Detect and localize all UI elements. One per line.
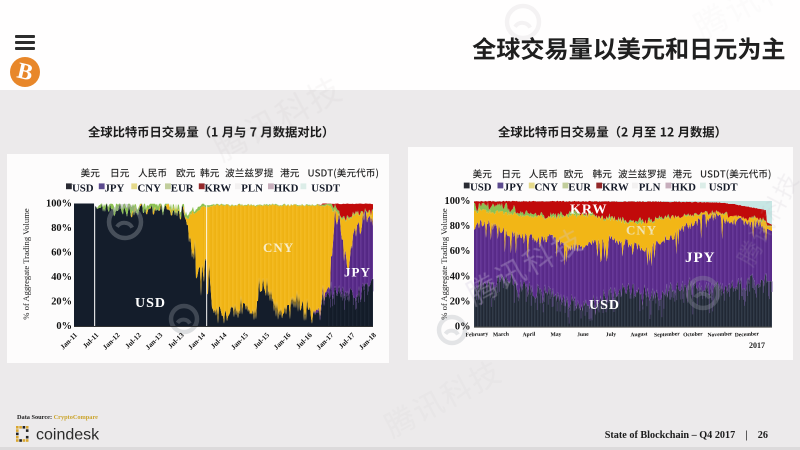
svg-text:20%: 20% — [450, 296, 471, 307]
svg-text:KRW: KRW — [570, 203, 608, 218]
svg-text:80%: 80% — [51, 223, 72, 234]
svg-text:JPY: JPY — [344, 265, 371, 280]
svg-text:100%: 100% — [46, 199, 72, 210]
svg-text:CNY: CNY — [138, 182, 162, 194]
svg-text:Jan-14: Jan-14 — [187, 331, 208, 352]
svg-text:June: June — [577, 332, 589, 339]
svg-text:Jan-12: Jan-12 — [101, 331, 122, 352]
svg-text:USD: USD — [135, 296, 166, 311]
svg-text:Jan-15: Jan-15 — [229, 331, 250, 352]
svg-text:February: February — [465, 331, 488, 338]
svg-text:Data Source: CryptoCompare: Data Source: CryptoCompare — [17, 414, 98, 421]
svg-text:USDT: USDT — [311, 182, 341, 194]
svg-text:KRW: KRW — [205, 182, 232, 194]
svg-text:% of Aggregate Trading Volume: % of Aggregate Trading Volume — [439, 208, 449, 320]
svg-text:USD: USD — [470, 182, 492, 194]
svg-text:100%: 100% — [445, 196, 471, 207]
svg-text:JPY: JPY — [685, 250, 716, 266]
svg-text:60%: 60% — [450, 246, 471, 257]
svg-text:USD: USD — [589, 298, 620, 313]
svg-text:EUR: EUR — [568, 182, 591, 194]
svg-text:80%: 80% — [450, 221, 471, 232]
svg-text:PLN: PLN — [639, 182, 661, 194]
svg-text:JPY: JPY — [504, 182, 524, 194]
svg-text:Jul-16: Jul-16 — [295, 331, 314, 350]
svg-text:USD: USD — [72, 182, 94, 194]
svg-text:Jan-17: Jan-17 — [315, 331, 336, 352]
svg-text:CNY: CNY — [626, 223, 657, 238]
svg-text:JPY: JPY — [105, 182, 125, 194]
svg-text:December: December — [735, 331, 760, 338]
svg-text:Jan-16: Jan-16 — [272, 331, 293, 352]
svg-text:CNY: CNY — [263, 240, 294, 255]
svg-text:USDT: USDT — [709, 182, 739, 194]
svg-text:Jul-14: Jul-14 — [209, 331, 228, 350]
svg-text:EUR: EUR — [171, 182, 194, 194]
svg-text:May: May — [550, 332, 561, 339]
svg-text:Jul-17: Jul-17 — [337, 331, 356, 350]
svg-text:20%: 20% — [51, 297, 72, 308]
svg-text:Jul-11: Jul-11 — [81, 331, 100, 350]
svg-text:0%: 0% — [455, 322, 471, 333]
svg-text:October: October — [683, 331, 703, 338]
svg-text:Jan-11: Jan-11 — [59, 331, 79, 351]
svg-text:August: August — [630, 332, 648, 339]
svg-text:coindesk: coindesk — [36, 427, 100, 444]
svg-text:Jan-18: Jan-18 — [358, 331, 379, 352]
svg-text:Jan-13: Jan-13 — [144, 331, 165, 352]
svg-text:HKD: HKD — [671, 182, 696, 194]
svg-text:PLN: PLN — [241, 182, 263, 194]
svg-text:40%: 40% — [450, 271, 471, 282]
svg-text:State of Blockchain – Q4 2017: State of Blockchain – Q4 2017 | 26 — [605, 430, 768, 441]
svg-text:Jul-12: Jul-12 — [124, 331, 143, 350]
svg-text:Jul-15: Jul-15 — [252, 331, 271, 350]
svg-text:September: September — [654, 331, 681, 338]
svg-text:KRW: KRW — [602, 182, 629, 194]
svg-text:0%: 0% — [56, 321, 72, 332]
svg-text:November: November — [707, 331, 733, 338]
svg-text:HKD: HKD — [274, 182, 299, 194]
svg-text:2017: 2017 — [749, 341, 765, 350]
svg-text:July: July — [606, 332, 617, 339]
svg-text:March: March — [493, 332, 510, 339]
svg-text:CNY: CNY — [535, 182, 559, 194]
svg-text:April: April — [522, 332, 535, 339]
svg-text:40%: 40% — [51, 272, 72, 283]
svg-text:% of Aggregate Trading Volume: % of Aggregate Trading Volume — [21, 208, 31, 320]
svg-text:60%: 60% — [51, 248, 72, 259]
